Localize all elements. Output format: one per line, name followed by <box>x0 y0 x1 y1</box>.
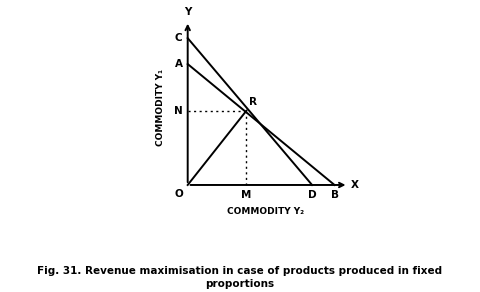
Text: N: N <box>174 106 182 116</box>
Text: X: X <box>351 180 359 190</box>
Text: Fig. 31. Revenue maximisation in case of products produced in fixed
proportions: Fig. 31. Revenue maximisation in case of… <box>37 266 443 289</box>
Text: D: D <box>308 190 316 200</box>
Text: C: C <box>175 33 182 43</box>
Text: M: M <box>241 190 252 200</box>
Text: COMMODITY Y₁: COMMODITY Y₁ <box>156 69 166 146</box>
Text: B: B <box>331 190 338 200</box>
Text: A: A <box>175 59 182 69</box>
Text: R: R <box>249 97 257 107</box>
Text: O: O <box>175 189 183 199</box>
Text: COMMODITY Y₂: COMMODITY Y₂ <box>227 207 304 216</box>
Text: Y: Y <box>184 7 192 18</box>
